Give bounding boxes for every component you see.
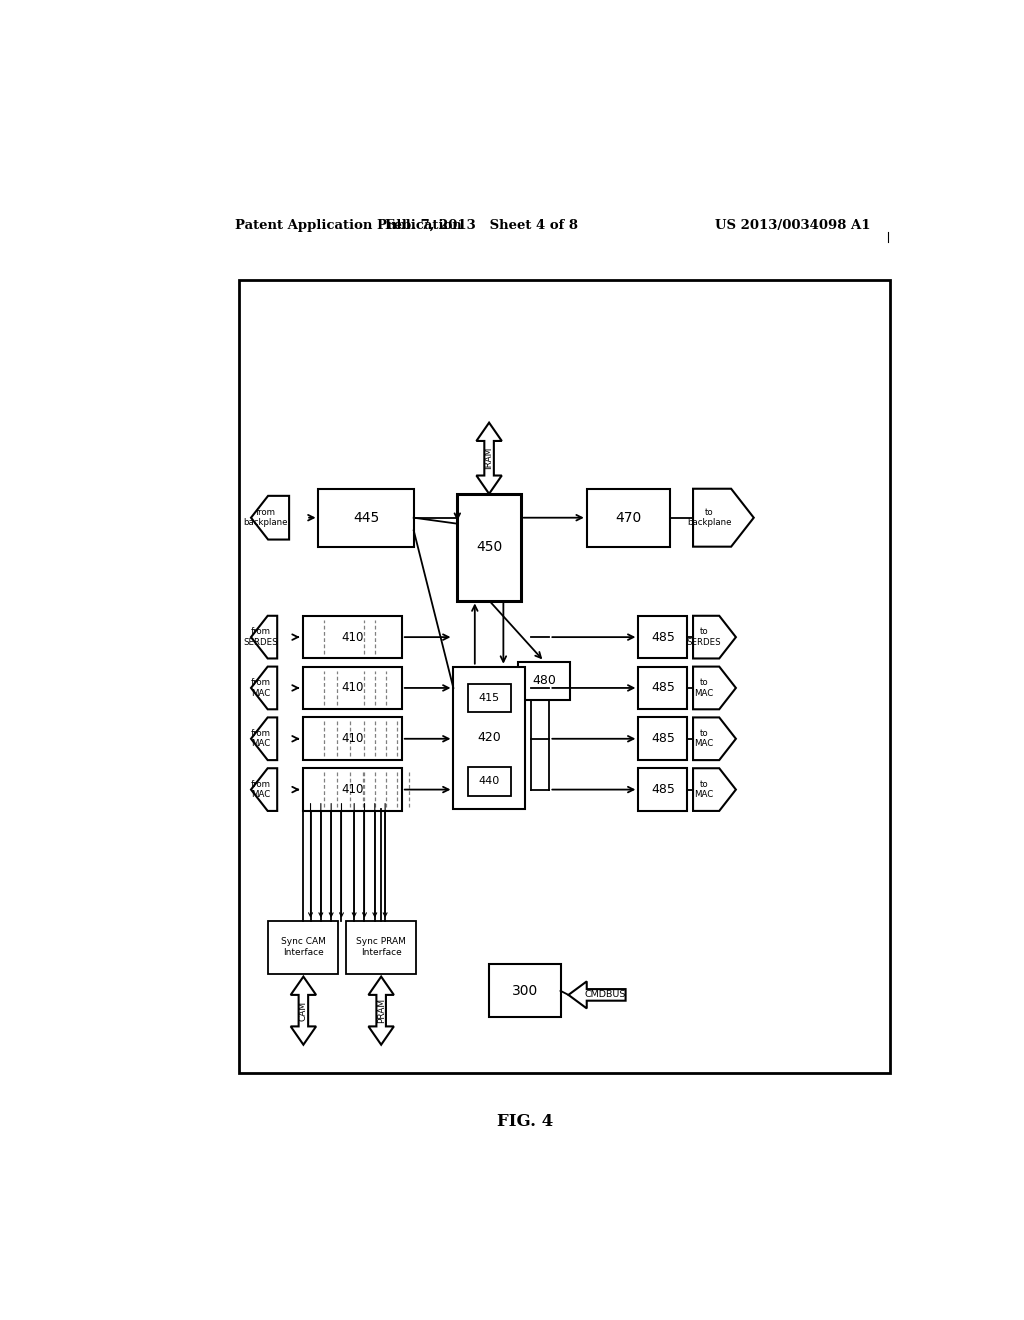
Polygon shape: [369, 977, 394, 1044]
Text: IRAM: IRAM: [484, 447, 494, 470]
Polygon shape: [251, 667, 278, 709]
Bar: [468, 767, 511, 796]
Bar: [638, 667, 687, 709]
Text: 410: 410: [341, 681, 364, 694]
Polygon shape: [291, 977, 316, 1044]
Bar: [318, 488, 414, 546]
Text: US 2013/0034098 A1: US 2013/0034098 A1: [715, 219, 870, 232]
Text: CAM: CAM: [299, 1001, 308, 1020]
Text: PRAM: PRAM: [377, 998, 386, 1023]
Text: FIG. 4: FIG. 4: [497, 1114, 553, 1130]
Text: to
SERDES: to SERDES: [687, 627, 721, 647]
Bar: [268, 921, 338, 974]
Text: 445: 445: [353, 511, 379, 524]
Polygon shape: [251, 768, 278, 810]
Text: 410: 410: [341, 733, 364, 746]
Text: 470: 470: [615, 511, 641, 524]
Bar: [518, 661, 570, 700]
Text: 450: 450: [476, 540, 502, 554]
Bar: [303, 615, 401, 659]
Text: 485: 485: [651, 631, 675, 644]
Bar: [489, 965, 560, 1018]
Polygon shape: [693, 667, 736, 709]
Text: 440: 440: [478, 776, 500, 787]
Text: to
MAC: to MAC: [694, 729, 714, 748]
Polygon shape: [568, 981, 626, 1008]
Bar: [454, 667, 524, 809]
Text: from
MAC: from MAC: [251, 729, 271, 748]
Bar: [638, 768, 687, 810]
Polygon shape: [693, 718, 736, 760]
Text: 420: 420: [477, 731, 501, 744]
Text: 485: 485: [651, 681, 675, 694]
Bar: [468, 684, 511, 713]
Text: 485: 485: [651, 733, 675, 746]
Text: from
backplane: from backplane: [244, 508, 288, 528]
Bar: [303, 718, 401, 760]
Text: to
MAC: to MAC: [694, 678, 714, 698]
Text: 410: 410: [341, 631, 364, 644]
Polygon shape: [693, 615, 736, 659]
Text: 410: 410: [341, 783, 364, 796]
Text: Sync CAM
Interface: Sync CAM Interface: [281, 937, 326, 957]
Text: 480: 480: [532, 675, 556, 688]
Text: to
backplane: to backplane: [687, 508, 731, 528]
Bar: [638, 718, 687, 760]
Text: 300: 300: [512, 983, 538, 998]
Text: from
SERDES: from SERDES: [244, 627, 279, 647]
Text: 485: 485: [651, 783, 675, 796]
Bar: [346, 921, 416, 974]
Text: from
MAC: from MAC: [251, 678, 271, 698]
Polygon shape: [251, 615, 278, 659]
Text: Patent Application Publication: Patent Application Publication: [236, 219, 462, 232]
Polygon shape: [476, 422, 502, 494]
Polygon shape: [693, 768, 736, 810]
Text: to
MAC: to MAC: [694, 780, 714, 800]
Polygon shape: [693, 488, 754, 546]
Text: Sync PRAM
Interface: Sync PRAM Interface: [356, 937, 407, 957]
Bar: [458, 494, 521, 601]
Polygon shape: [251, 496, 289, 540]
Text: 415: 415: [478, 693, 500, 704]
Bar: [587, 488, 670, 546]
Text: CMDBUS: CMDBUS: [585, 990, 627, 999]
Polygon shape: [251, 718, 278, 760]
Bar: [303, 768, 401, 810]
Bar: [638, 615, 687, 659]
Bar: [303, 667, 401, 709]
Bar: [240, 280, 890, 1073]
Text: Feb. 7, 2013   Sheet 4 of 8: Feb. 7, 2013 Sheet 4 of 8: [385, 219, 578, 232]
Text: from
MAC: from MAC: [251, 780, 271, 800]
